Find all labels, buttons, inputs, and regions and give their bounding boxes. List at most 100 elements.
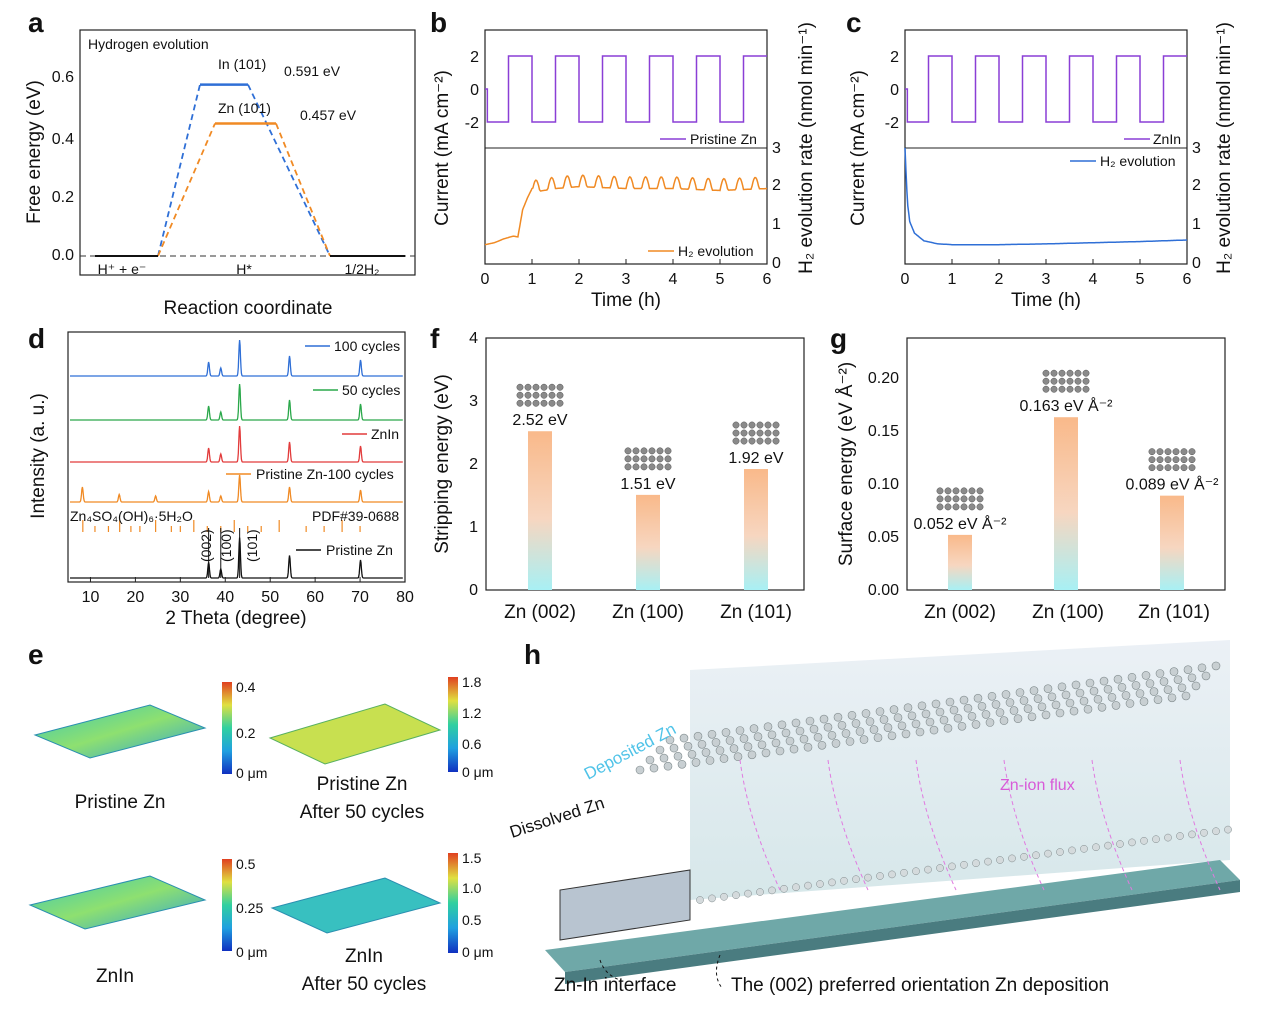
zn-atom [791, 718, 801, 728]
panel-g-atom-2-2-5 [1188, 448, 1196, 456]
panel-d-legend-4-ref: PDF#39-0688 [312, 508, 399, 524]
interface-arrow [599, 959, 621, 981]
panel-b-xticks: 0 1 2 3 4 5 6 [481, 259, 772, 288]
panel-f-atom-0-0-5 [556, 399, 564, 407]
zn-atom [789, 744, 799, 754]
panel-d-legend-1: 50 cycles [342, 382, 400, 398]
panel-g-atom-2-0-4 [1180, 464, 1188, 472]
deposited-zn-label: Deposited Zn [581, 719, 679, 783]
panel-g-cat-2: Zn (101) [1138, 602, 1210, 623]
zn-atom [1097, 702, 1107, 712]
interface-label: Zn-In interface [554, 975, 677, 996]
zn-deposit-atom [1068, 846, 1076, 855]
zn-atom [1085, 678, 1095, 688]
surface-map-znin [28, 875, 207, 930]
panel-g-atom-0-2-5 [976, 487, 984, 495]
panel-g-bar-0 [948, 534, 972, 590]
panel-g-atom-0-0-2 [952, 503, 960, 511]
zn-atom [1033, 694, 1043, 704]
zn-atom [1145, 679, 1155, 688]
panel-c-h2-series [904, 147, 1187, 246]
zn-atom [869, 725, 879, 734]
panel-f-atom-1-0-1 [632, 463, 640, 471]
panel-f-atom-1-1-1 [632, 455, 640, 463]
panel-g-chart: 0.052 eV Å⁻² 0.163 eV Å⁻² 0.089 eV Å⁻² 0.0… [836, 337, 1226, 623]
panel-f-atom-2-1-5 [772, 429, 780, 437]
zn-atom [757, 740, 767, 750]
panel-g-atom-2-2-4 [1180, 448, 1188, 456]
panel-d-xtick-5: 60 [306, 589, 324, 606]
panel-f-atom-0-0-0 [516, 399, 524, 407]
panel-c-rtick-2: 2 [1192, 177, 1201, 194]
panel-d-legend-5: Pristine Zn [326, 542, 393, 558]
zn-atom [967, 711, 977, 721]
panel-f-atom-0-1-5 [556, 391, 564, 399]
panel-d-pattern-1 [70, 383, 403, 421]
orientation-arrow [716, 954, 723, 989]
panel-f-bars: 2.52 eV 1.51 eV 1.92 eV [512, 383, 784, 590]
colorbar-3-v0: 1.5 [462, 850, 482, 866]
zn-atom [1169, 667, 1179, 676]
panel-g-atom-0-2-2 [952, 487, 960, 495]
zn-atom [701, 748, 711, 757]
panel-f-atom-0-2-4 [548, 383, 556, 391]
zn-in-step [559, 869, 691, 941]
zn-atom [749, 724, 759, 733]
panel-f-cat-1: Zn (100) [612, 602, 684, 623]
zn-atom [715, 746, 725, 755]
panel-d-xticks: 10 20 30 40 50 60 70 80 [82, 577, 414, 606]
panel-c-xtick-3: 3 [1042, 271, 1051, 288]
zn-atom [803, 742, 813, 752]
zn-atom [673, 751, 683, 761]
panel-f-atom-0-1-1 [524, 391, 532, 399]
zn-atom [995, 708, 1005, 717]
zn-atom [1069, 706, 1079, 716]
panel-d-xtick-4: 50 [261, 589, 279, 606]
zn-atom [985, 718, 995, 727]
panel-g-atom-0-0-0 [936, 503, 944, 511]
panel-f-atom-1-1-0 [624, 455, 632, 463]
panel-g-ytick-1: 0.05 [868, 529, 899, 546]
panel-f-ylabel: Stripping energy (eV) [432, 374, 453, 554]
panel-g-atom-1-1-0 [1042, 377, 1050, 385]
zn-atom [987, 691, 997, 701]
panel-d-xtick-1: 20 [127, 589, 145, 606]
zn-atom [1191, 681, 1201, 691]
zn-atom [763, 722, 773, 732]
panel-b-ytick-0: 0 [470, 82, 479, 99]
panel-a-frame [79, 29, 416, 276]
orientation-label: The (002) preferred orientation Zn depos… [731, 975, 1109, 996]
panel-f-atom-0-0-3 [540, 399, 548, 407]
panel-a-series-0-label: 0.591 eV [284, 63, 341, 79]
panel-b-xtick-0: 0 [481, 271, 490, 288]
zn-deposit-atom [708, 894, 716, 903]
panel-c-ylabel-right: H₂ evolution rate (nmol min⁻¹) [1214, 22, 1235, 274]
zn-atom [705, 756, 715, 765]
zn-atom [1083, 704, 1093, 714]
zn-atom [851, 719, 861, 728]
panel-a-state-1: H* [236, 261, 252, 277]
zn-atom [1103, 684, 1113, 694]
panel-f-ytick-4: 4 [469, 330, 478, 347]
panel-f-atom-0-0-1 [524, 399, 532, 407]
panel-f-atom-1-1-4 [656, 455, 664, 463]
zn-deposit-atom [1104, 841, 1112, 850]
panel-g-ytick-0: 0.00 [868, 582, 899, 599]
zn-atom [1125, 699, 1135, 708]
zn-atom [1005, 698, 1015, 707]
panel-f-atom-2-2-5 [772, 421, 780, 429]
panel-g-bars: 0.052 eV Å⁻² 0.163 eV Å⁻² 0.089 eV Å⁻² [914, 369, 1219, 590]
colorbar-0-min: 0 μm [236, 765, 267, 781]
zn-deposit-atom [984, 857, 992, 866]
zn-deposit-atom [960, 860, 968, 869]
zn-deposit-atom [876, 872, 884, 880]
zn-atom [683, 741, 693, 751]
panel-label-f: f [430, 323, 440, 354]
panel-f-atom-1-1-3 [648, 455, 656, 463]
zn-atom [707, 729, 717, 739]
panel-f-atom-2-0-1 [740, 437, 748, 445]
zn-atom [1117, 682, 1127, 692]
panel-d-legend-2: ZnIn [371, 426, 399, 442]
zn-atom [1051, 700, 1061, 710]
panel-f-atom-0-0-2 [532, 399, 540, 407]
